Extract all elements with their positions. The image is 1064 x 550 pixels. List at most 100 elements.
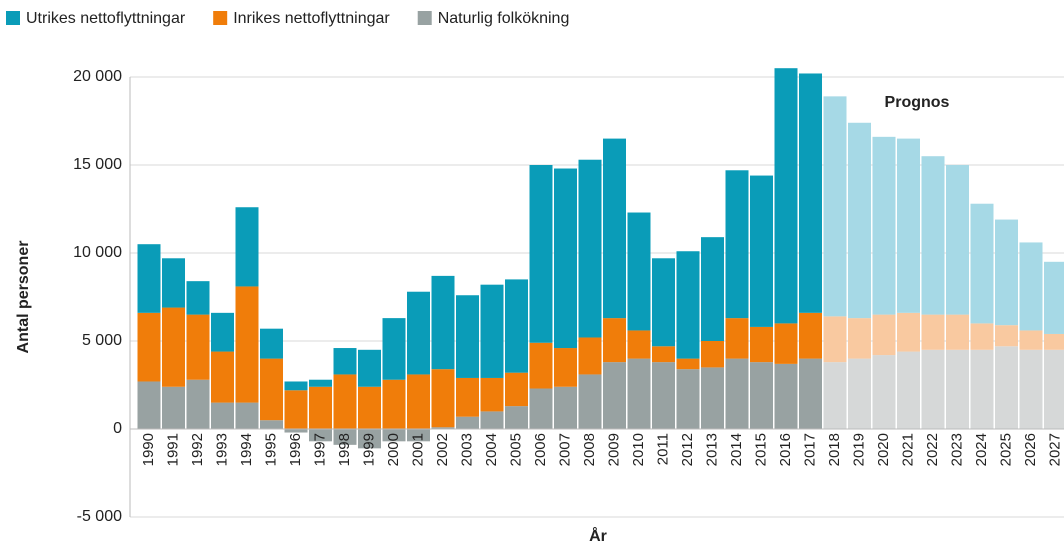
bar-segment — [235, 207, 259, 287]
x-tick-label: 2000 — [385, 433, 402, 466]
bar-segment — [505, 279, 528, 373]
legend-label: Inrikes nettoflyttningar — [233, 10, 390, 27]
x-tick-label: 2025 — [998, 433, 1015, 466]
bar-segment — [823, 316, 847, 363]
x-tick-label: 2009 — [606, 433, 623, 466]
bar-segment — [872, 136, 896, 315]
bar-segment — [407, 374, 430, 429]
bar-segment — [186, 281, 210, 315]
bar-segment — [333, 348, 357, 375]
bar-segment — [431, 369, 455, 428]
bar-segment — [284, 429, 308, 433]
bar-segment — [725, 318, 749, 359]
x-tick-label: 1991 — [165, 433, 182, 466]
bar-segment — [676, 251, 700, 359]
bar-segment — [162, 386, 185, 429]
legend-swatch — [213, 11, 228, 25]
y-tick-label: 10 000 — [73, 244, 122, 261]
bar-segment — [774, 323, 798, 364]
bar-segment — [946, 349, 969, 429]
y-tick-label: 20 000 — [73, 68, 122, 85]
bar-segment — [676, 358, 700, 370]
x-tick-label: 2001 — [410, 433, 427, 466]
x-tick-label: 1999 — [361, 433, 378, 466]
bar-segment — [578, 159, 602, 338]
legend-label: Utrikes nettoflyttningar — [26, 10, 186, 27]
bar-segment — [235, 286, 259, 403]
y-tick-label: 0 — [113, 420, 122, 437]
bar-segment — [529, 165, 553, 343]
bar-segment — [995, 346, 1018, 429]
bar-segment — [431, 427, 455, 429]
bar-segment — [456, 377, 479, 417]
bar-segment — [505, 372, 528, 407]
bar-segment — [578, 374, 602, 429]
y-axis-title: Antal personer — [15, 241, 32, 354]
bar-segment — [260, 328, 283, 359]
bar-segment — [1044, 261, 1064, 334]
bar-segment — [480, 411, 504, 429]
bar-segment — [946, 165, 969, 315]
bar-segment — [1019, 330, 1043, 350]
x-tick-label: 2024 — [973, 433, 990, 466]
bar-segment — [750, 362, 773, 429]
x-tick-label: 2002 — [434, 433, 451, 466]
x-tick-label: 2005 — [508, 433, 525, 466]
bar-segment — [505, 406, 528, 429]
bar-segment — [921, 314, 945, 350]
bar-segment — [897, 351, 920, 429]
bar-segment — [554, 386, 577, 429]
x-tick-label: 2020 — [875, 433, 892, 466]
x-tick-label: 2012 — [679, 433, 696, 466]
bar-segment — [921, 156, 945, 315]
bar-segment — [848, 358, 871, 429]
bar-segment — [774, 363, 798, 429]
bar-segment — [358, 349, 381, 387]
bar-segment — [701, 341, 724, 368]
bar-segment — [603, 138, 626, 319]
bar-segment — [627, 330, 651, 359]
bar-segment — [725, 170, 749, 319]
annotation: Prognos — [885, 94, 950, 111]
bar-segment — [799, 312, 822, 359]
x-tick-label: 2017 — [802, 433, 819, 466]
x-tick-label: 2018 — [826, 433, 843, 466]
x-tick-label: 1997 — [312, 433, 329, 466]
x-tick-label: 2014 — [728, 433, 745, 466]
bar-segment — [848, 122, 871, 319]
bar-segment — [1044, 349, 1064, 429]
bar-segment — [603, 318, 626, 363]
bar-segment — [529, 388, 553, 429]
bar-segment — [529, 342, 553, 389]
bar-segment — [309, 429, 332, 442]
bar-segment — [235, 402, 259, 429]
bar-segment — [284, 381, 308, 391]
bar-segment — [186, 314, 210, 380]
x-tick-label: 2026 — [1022, 433, 1039, 466]
bar-segment — [260, 358, 283, 421]
bar-segment — [162, 307, 185, 387]
bar-segment — [1019, 242, 1043, 331]
bar-segment — [260, 420, 283, 429]
bar-segment — [652, 346, 675, 363]
x-tick-label: 2006 — [532, 433, 549, 466]
bar-segment — [921, 349, 945, 429]
bar-segment — [480, 284, 504, 378]
x-tick-label: 2022 — [924, 433, 941, 466]
bar-segment — [823, 96, 847, 317]
bar-segment — [186, 379, 210, 429]
bar-segment — [1044, 333, 1064, 350]
bar-segment — [897, 138, 920, 313]
x-tick-label: 2023 — [949, 433, 966, 466]
x-tick-label: 1994 — [238, 433, 255, 466]
bar-segment — [309, 379, 332, 387]
bar-segment — [382, 318, 406, 380]
bar-segment — [211, 312, 234, 352]
bar-segment — [995, 219, 1018, 326]
y-tick-label: 15 000 — [73, 156, 122, 173]
y-tick-label: 5 000 — [82, 332, 122, 349]
bar-segment — [652, 362, 675, 429]
x-tick-label: 2011 — [655, 433, 672, 465]
bar-segment — [578, 337, 602, 375]
bar-segment — [603, 362, 626, 429]
